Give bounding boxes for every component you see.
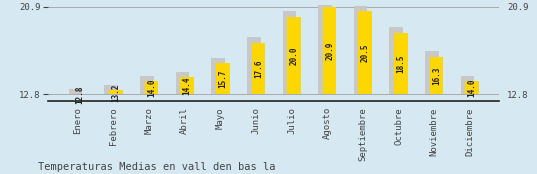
Bar: [430, 57, 443, 94]
Text: 15.7: 15.7: [218, 69, 227, 88]
Bar: [389, 27, 403, 94]
Text: Temperaturas Medias en vall den bas la: Temperaturas Medias en vall den bas la: [38, 162, 275, 172]
Bar: [323, 7, 336, 94]
Text: 17.6: 17.6: [254, 59, 263, 78]
Text: 13.2: 13.2: [111, 83, 120, 101]
Bar: [212, 58, 225, 94]
Bar: [105, 85, 118, 94]
Bar: [180, 77, 194, 94]
Text: 18.5: 18.5: [396, 54, 405, 73]
Text: 14.0: 14.0: [468, 79, 477, 97]
Text: 14.4: 14.4: [183, 77, 192, 95]
Bar: [247, 37, 260, 94]
Bar: [461, 76, 474, 94]
Bar: [282, 11, 296, 94]
Bar: [354, 6, 367, 94]
Bar: [109, 90, 122, 94]
Bar: [318, 1, 332, 94]
Text: 20.5: 20.5: [361, 44, 370, 62]
Bar: [216, 63, 229, 94]
Text: 16.3: 16.3: [432, 66, 441, 85]
Bar: [69, 89, 82, 94]
Text: 12.8: 12.8: [76, 85, 85, 104]
Bar: [176, 72, 189, 94]
Bar: [252, 42, 265, 94]
Bar: [140, 76, 154, 94]
Text: 20.0: 20.0: [289, 46, 299, 65]
Bar: [425, 51, 439, 94]
Bar: [359, 11, 372, 94]
Text: 14.0: 14.0: [147, 79, 156, 97]
Text: 20.9: 20.9: [325, 41, 334, 60]
Bar: [144, 81, 158, 94]
Bar: [394, 33, 408, 94]
Bar: [466, 81, 479, 94]
Bar: [287, 17, 301, 94]
